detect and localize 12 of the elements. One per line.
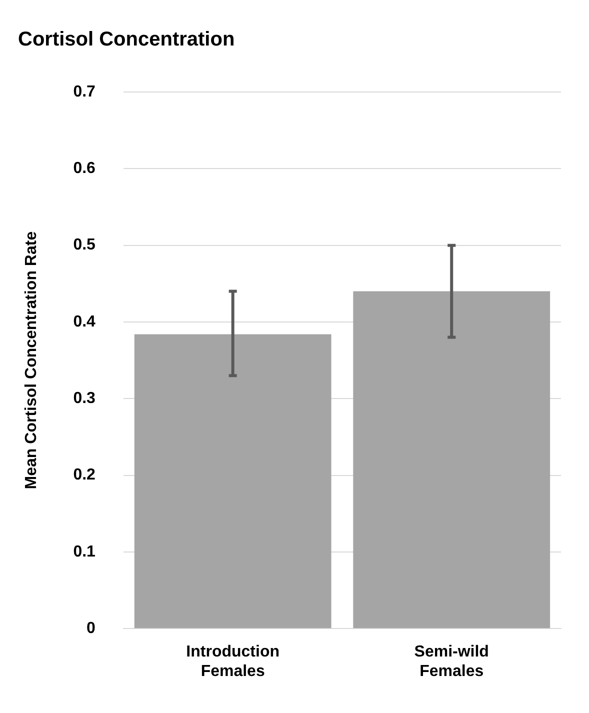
x-tick-label: Semi-wild Females bbox=[414, 644, 489, 680]
y-tick-label: 0 bbox=[86, 620, 96, 638]
y-tick-label: 0.5 bbox=[73, 236, 96, 254]
y-tick-label: 0.7 bbox=[73, 83, 96, 100]
y-tick-label: 0.6 bbox=[73, 160, 96, 178]
y-axis-title: Mean Cortisol Concentration Rate bbox=[23, 231, 40, 490]
y-tick-label: 0.4 bbox=[73, 313, 96, 330]
y-tick-label: 0.2 bbox=[73, 466, 96, 484]
y-tick-label: 0.3 bbox=[73, 390, 96, 408]
chart-title: Cortisol Concentration bbox=[18, 28, 235, 51]
y-tick-label: 0.1 bbox=[73, 543, 96, 560]
x-tick-label: Introduction Females bbox=[186, 644, 280, 680]
